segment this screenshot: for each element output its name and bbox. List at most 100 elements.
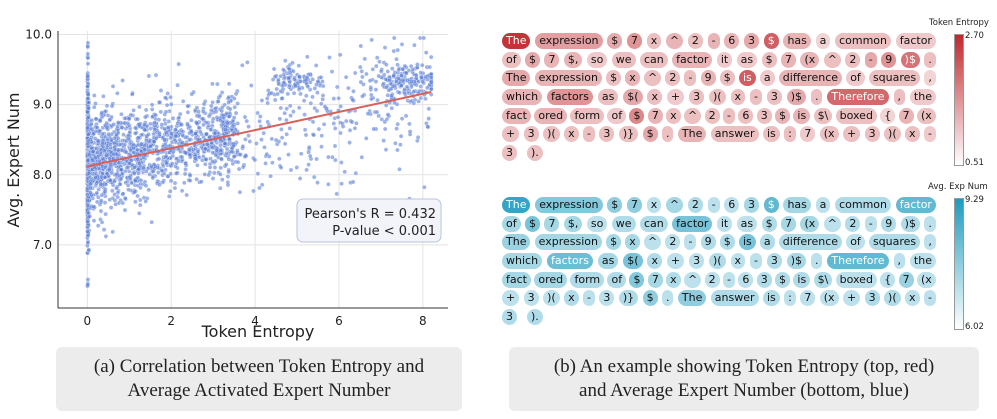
scatter-point (189, 118, 194, 123)
token: which (502, 89, 543, 106)
token: squares (868, 70, 921, 87)
scatter-point (416, 79, 421, 84)
token: ). (527, 144, 543, 161)
scatter-point (426, 106, 432, 112)
scatter-point (109, 137, 114, 143)
scatter-point (311, 174, 317, 180)
token: (x (917, 271, 936, 288)
x-tick-label: 2 (167, 314, 175, 328)
token: 7 (544, 51, 560, 68)
token: - (923, 126, 936, 143)
token: is (762, 126, 780, 143)
scatter-point (215, 81, 220, 87)
scatter-point (276, 81, 282, 87)
scatter-point (183, 161, 188, 166)
scatter-point (109, 103, 115, 109)
scatter-point (205, 142, 210, 147)
scatter-point (319, 144, 324, 149)
scatter-point (350, 179, 356, 185)
scatter-point (131, 108, 136, 113)
scatter-point (182, 171, 188, 177)
scatter-point (292, 77, 297, 82)
scatter-point (210, 150, 215, 155)
token: $ (761, 215, 777, 232)
token: (x (800, 215, 820, 232)
scatter-point (305, 84, 311, 89)
token: 9 (881, 51, 897, 68)
scatter-point (86, 247, 92, 253)
scatter-point (149, 102, 155, 108)
token: 2 (704, 271, 720, 288)
scatter-point (201, 122, 206, 128)
scatter-point (110, 188, 115, 194)
scatter-point (382, 126, 388, 132)
token: . (810, 253, 823, 270)
scatter-point (261, 130, 266, 136)
scatter-point (418, 95, 424, 101)
scatter-point (110, 229, 115, 235)
scatter-point (104, 103, 110, 109)
scatter-point (269, 136, 275, 142)
scatter-point (177, 137, 183, 143)
scatter-point (218, 185, 223, 191)
scatter-point (118, 176, 124, 182)
scatter-point (170, 161, 175, 166)
scatter-point (252, 157, 258, 163)
scatter-point (218, 172, 223, 177)
scatter-point (136, 122, 142, 127)
scatter-point (112, 192, 117, 197)
token: )( (884, 126, 901, 143)
scatter-point (193, 156, 198, 161)
scatter-point (104, 153, 109, 158)
scatter-point (415, 135, 421, 140)
scatter-point (336, 96, 341, 101)
token: 2 (704, 107, 720, 124)
token: 3 (523, 290, 539, 307)
scatter-point (85, 96, 91, 101)
token: $ (525, 51, 541, 68)
scatter-point (196, 125, 202, 130)
scatter-point (157, 130, 162, 136)
scatter-point (168, 94, 173, 100)
scatter-point (402, 87, 407, 92)
scatter-point (94, 199, 100, 205)
scatter-point (88, 190, 93, 195)
scatter-point (153, 112, 158, 118)
scatter-point (111, 151, 117, 157)
scatter-point (150, 169, 156, 174)
token: as (736, 51, 758, 68)
scatter-point (166, 125, 171, 130)
scatter-point (254, 141, 259, 146)
scatter-point (287, 103, 293, 109)
scatter-point (121, 132, 126, 137)
token: 6 (724, 33, 740, 50)
scatter-point (85, 73, 90, 79)
scatter-point (118, 167, 124, 172)
scatter-point (352, 126, 358, 131)
token-line: The expression $ x ^ 2-9 $ is a difference of squar… (502, 69, 936, 88)
token: ^ (823, 215, 841, 232)
scatter-point (189, 129, 194, 135)
token: 7 (800, 126, 816, 143)
scatter-point (278, 165, 284, 170)
scatter-point (212, 131, 218, 136)
token: )} (618, 290, 639, 307)
scatter-point (135, 116, 140, 122)
token: )$ (900, 51, 920, 68)
token: )( (708, 253, 726, 270)
scatter-point (202, 172, 208, 177)
scatter-point (331, 96, 337, 101)
scatter-point (270, 160, 275, 165)
scatter-point (206, 172, 211, 178)
scatter-point (129, 180, 134, 186)
scatter-point (149, 107, 155, 112)
scatter-point (128, 176, 133, 182)
scatter-point (226, 169, 231, 175)
scatter-point (99, 192, 105, 198)
scatter-point (346, 85, 351, 91)
y-tick-label: 8.0 (33, 168, 52, 182)
token: 3 (744, 197, 759, 214)
scatter-point (115, 120, 121, 125)
scatter-point (168, 178, 174, 184)
scatter-point (315, 180, 320, 185)
